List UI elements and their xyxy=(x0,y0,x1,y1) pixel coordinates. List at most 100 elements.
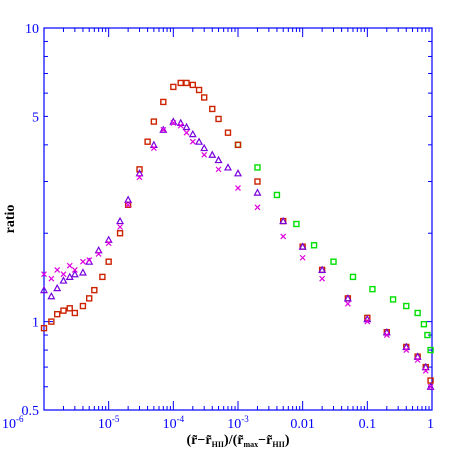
square-marker xyxy=(254,164,261,171)
x-marker xyxy=(189,138,196,145)
x-tick-label: 10-4 xyxy=(163,414,185,432)
x-marker xyxy=(54,266,61,273)
x-tick-label-exponent: -6 xyxy=(16,414,24,424)
x-marker xyxy=(150,145,157,151)
square-marker xyxy=(86,295,93,302)
square-marker xyxy=(136,166,143,173)
triangle-marker xyxy=(188,129,197,138)
square-marker xyxy=(273,191,281,199)
x-marker xyxy=(280,233,287,240)
x-marker xyxy=(319,275,326,282)
square-marker xyxy=(99,273,106,281)
triangle-marker xyxy=(176,118,185,127)
triangle-marker xyxy=(78,268,87,276)
x-marker xyxy=(105,240,112,247)
x-tick-labels: 10-6 10-5 10-4 10-3 0.01 0.1 1 xyxy=(2,414,434,432)
x-marker xyxy=(60,271,67,278)
square-marker xyxy=(200,94,208,101)
x-tick-label: 10-6 xyxy=(2,414,24,432)
triangle-marker xyxy=(116,216,125,225)
x-marker xyxy=(136,174,143,181)
square-marker xyxy=(60,307,67,314)
square-marker xyxy=(215,115,222,123)
square-marker xyxy=(116,230,124,237)
triangle-marker xyxy=(253,188,262,196)
x-marker xyxy=(201,151,208,158)
y-tick-label: 0.5 xyxy=(22,404,40,419)
square-marker xyxy=(144,138,151,145)
triangle-marker xyxy=(413,352,422,360)
y-tick-label: 5 xyxy=(32,110,39,125)
y-tick-label: 1 xyxy=(32,316,39,331)
square-marker xyxy=(53,310,61,318)
square-marker xyxy=(293,220,300,228)
square-marker xyxy=(195,86,203,94)
square-marker xyxy=(424,331,431,339)
x-marker xyxy=(383,332,390,338)
square-marker xyxy=(349,273,357,281)
x-marker xyxy=(344,300,351,307)
x-marker xyxy=(183,129,190,136)
square-marker xyxy=(310,242,318,249)
square-marker xyxy=(254,178,261,185)
x-tick-label-base: 10 xyxy=(163,417,177,432)
square-marker xyxy=(71,309,79,317)
x-axis-title: (r̃−r̃HII)/(r̃max−r̃HII) xyxy=(187,433,290,449)
x-marker xyxy=(86,257,93,264)
axis-ticks xyxy=(43,28,433,411)
square-marker xyxy=(150,118,158,125)
triangle-marker xyxy=(53,283,62,292)
y-tick-label: 10 xyxy=(25,22,39,37)
y-tick-labels: 0.5 1 5 10 xyxy=(22,22,40,419)
triangle-marker xyxy=(298,242,307,250)
triangle-marker xyxy=(195,137,204,145)
triangle-marker xyxy=(47,292,56,300)
square-marker xyxy=(160,98,167,106)
square-marker xyxy=(189,81,196,89)
x-tick-label-exponent: -5 xyxy=(112,414,120,424)
triangle-marker xyxy=(279,216,288,225)
square-marker xyxy=(48,318,55,325)
square-marker xyxy=(234,141,242,149)
square-marker xyxy=(177,79,184,87)
square-marker xyxy=(389,296,397,303)
triangle-marker xyxy=(200,143,209,152)
x-marker xyxy=(299,254,306,261)
triangle-marker xyxy=(233,169,243,177)
x-marker xyxy=(215,166,222,173)
triangle-marker xyxy=(124,195,133,203)
plot-area-border xyxy=(43,27,433,411)
x-marker xyxy=(170,120,177,126)
triangle-marker xyxy=(104,235,113,243)
square-marker xyxy=(330,258,337,265)
x-marker xyxy=(427,383,434,390)
x-tick-label-base: 1 xyxy=(427,417,434,432)
square-marker xyxy=(403,302,410,310)
triangle-marker xyxy=(318,265,327,274)
square-marker xyxy=(66,305,73,312)
square-marker xyxy=(414,309,421,317)
triangle-marker xyxy=(223,163,232,171)
x-tick-label-base: 10 xyxy=(98,417,112,432)
x-tick-label-exponent: -4 xyxy=(177,414,185,424)
x-tick-label: 1 xyxy=(427,417,434,432)
square-marker xyxy=(40,324,48,332)
x-marker xyxy=(364,318,371,325)
x-tick-label: 10-3 xyxy=(227,414,249,432)
triangle-marker xyxy=(135,169,144,177)
square-marker xyxy=(91,286,98,294)
x-tick-label-base: 10 xyxy=(2,417,16,432)
x-tick-label-exponent: -3 xyxy=(241,414,249,424)
square-marker xyxy=(105,258,112,265)
x-marker xyxy=(125,201,132,208)
x-tick-label: 10-5 xyxy=(98,414,120,432)
square-marker xyxy=(420,320,428,328)
x-tick-label-base: 10 xyxy=(227,417,241,432)
x-marker xyxy=(177,122,184,129)
square-marker xyxy=(170,83,177,91)
triangle-marker xyxy=(59,276,68,284)
x-tick-label-base: 0.01 xyxy=(290,417,315,432)
triangle-marker xyxy=(39,285,49,294)
square-marker xyxy=(427,346,434,354)
